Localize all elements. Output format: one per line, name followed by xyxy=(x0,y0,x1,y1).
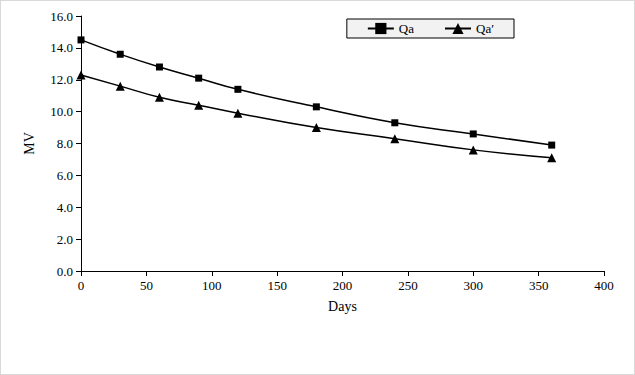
svg-text:12.0: 12.0 xyxy=(50,72,73,87)
svg-text:0.0: 0.0 xyxy=(57,264,73,279)
svg-text:10.0: 10.0 xyxy=(50,104,73,119)
svg-text:100: 100 xyxy=(202,278,222,293)
svg-text:2.0: 2.0 xyxy=(57,232,73,247)
svg-text:250: 250 xyxy=(398,278,418,293)
svg-text:4.0: 4.0 xyxy=(57,200,73,215)
svg-text:Qa: Qa xyxy=(399,21,414,36)
svg-text:16.0: 16.0 xyxy=(50,9,73,24)
svg-text:50: 50 xyxy=(140,278,153,293)
svg-text:350: 350 xyxy=(529,278,549,293)
svg-text:400: 400 xyxy=(594,278,614,293)
svg-text:200: 200 xyxy=(333,278,353,293)
svg-text:300: 300 xyxy=(464,278,484,293)
svg-text:8.0: 8.0 xyxy=(57,136,73,151)
svg-text:6.0: 6.0 xyxy=(57,168,73,183)
svg-text:Days: Days xyxy=(328,299,357,314)
svg-text:MV: MV xyxy=(22,132,37,155)
svg-text:0: 0 xyxy=(78,278,85,293)
svg-text:Qa′: Qa′ xyxy=(476,21,494,36)
svg-text:14.0: 14.0 xyxy=(50,40,73,55)
svg-text:150: 150 xyxy=(267,278,287,293)
